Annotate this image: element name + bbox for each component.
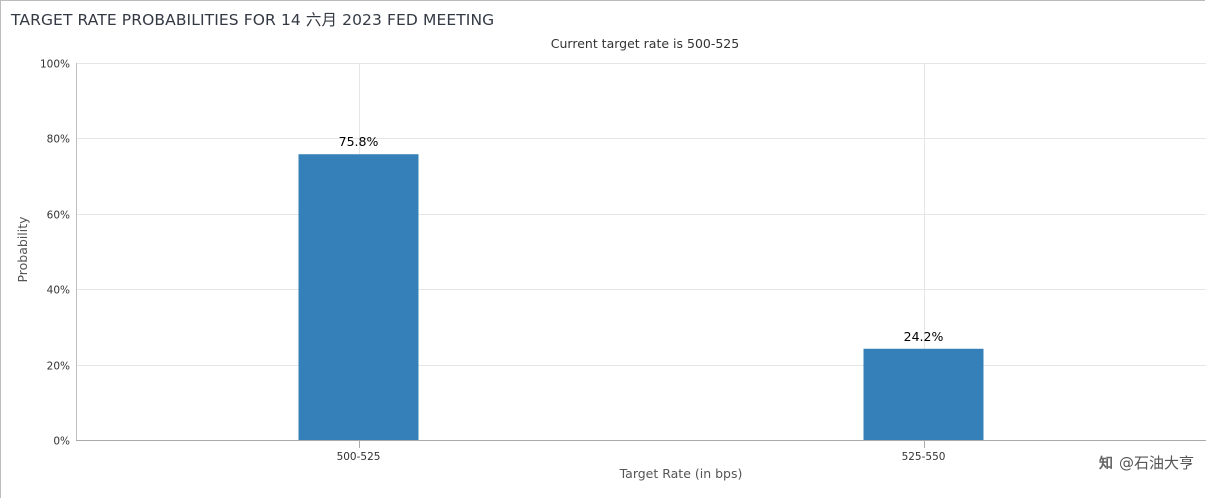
bar-525-550 <box>863 348 984 440</box>
y-tick-label: 80% <box>47 134 70 146</box>
chart-subtitle: Current target rate is 500-525 <box>550 36 740 51</box>
watermark-text: @石油大亨 <box>1118 454 1194 472</box>
watermark: 知 @石油大亨 <box>1099 452 1194 473</box>
zhihu-icon: 知 <box>1098 456 1113 472</box>
data-label: 75.8% <box>339 134 379 149</box>
x-axis-title: Target Rate (in bps) <box>619 466 743 481</box>
y-tick-label: 60% <box>47 210 70 222</box>
x-tick-label: 500-525 <box>337 451 381 463</box>
bar-500-525 <box>298 154 419 440</box>
y-tick-label: 20% <box>47 361 70 373</box>
y-tick-label: 40% <box>47 285 70 297</box>
x-tick-label: 525-550 <box>902 451 946 463</box>
bars <box>298 154 984 440</box>
y-axis-title: Probability <box>15 216 30 283</box>
chart-title: TARGET RATE PROBABILITIES FOR 14 六月 2023… <box>11 11 495 29</box>
labels: 0% 20% 40% 60% 80% 100% 75.8% 500-525 24.2% 525-5… <box>15 59 945 482</box>
y-tick-label: 100% <box>40 59 70 71</box>
axes <box>76 63 1206 448</box>
data-label: 24.2% <box>904 329 944 344</box>
gridlines <box>76 63 1206 440</box>
y-tick-label: 0% <box>53 436 70 448</box>
